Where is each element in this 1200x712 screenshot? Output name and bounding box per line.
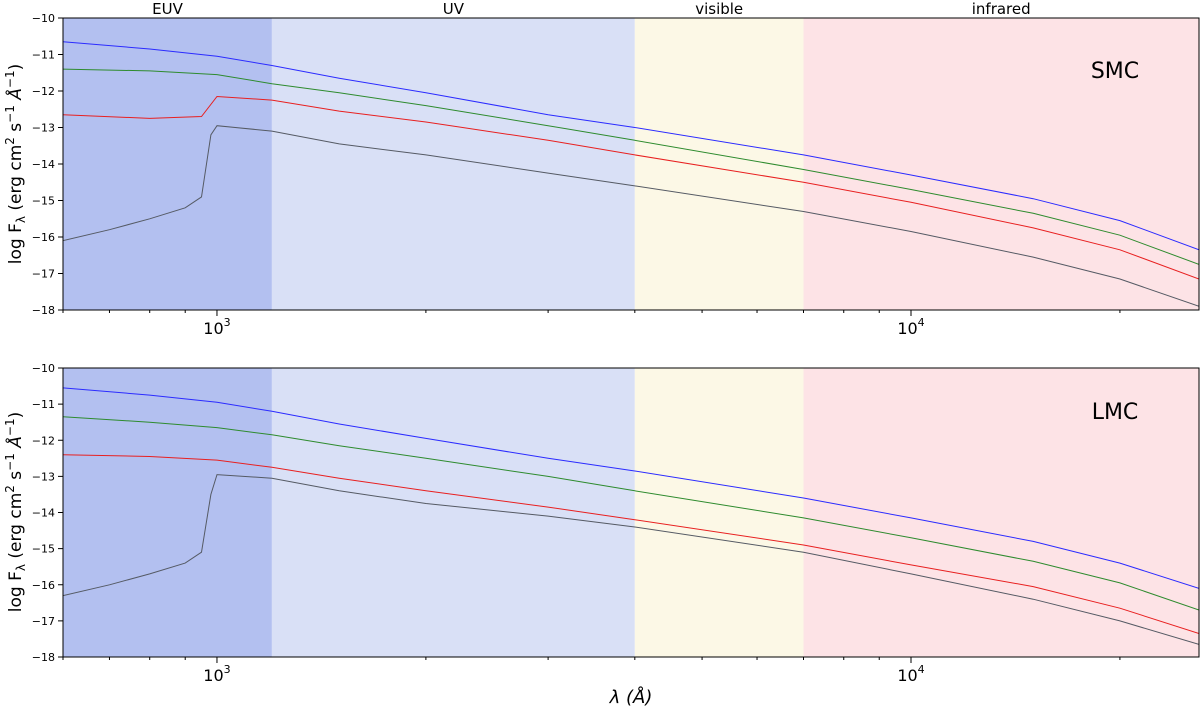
band-visible-region [634, 368, 804, 657]
lmc-panel-label: LMC [1092, 400, 1139, 425]
lmc-series-group [63, 387, 1199, 645]
lmc-series-gray [63, 474, 1199, 645]
lmc-x-tick-label: 104 [897, 663, 924, 685]
band-label-euv: EUV [152, 0, 183, 18]
lmc-x-axis: 103 104 [62, 657, 1121, 685]
lmc-x-tick-label: 103 [203, 663, 230, 685]
smc-y-tick-label: −15 [32, 195, 55, 208]
band-visible-region [634, 18, 804, 310]
smc-x-axis: 103 104 [62, 310, 1121, 338]
smc-series-blue [63, 41, 1199, 251]
smc-y-tick-label: −11 [32, 49, 55, 62]
smc-y-tick-label: −14 [32, 158, 55, 171]
band-euv-region [63, 368, 272, 657]
band-uv-region [271, 18, 635, 310]
smc-x-tick-label: 103 [203, 316, 230, 338]
smc-y-tick-label: −16 [32, 231, 55, 244]
lmc-y-axis: −18 −17 −16 −15 −14 −13 −12 −11 −10 [32, 362, 63, 664]
lmc-y-tick-label: −10 [32, 362, 55, 375]
smc-series-gray [63, 125, 1199, 307]
lmc-series-red [63, 454, 1199, 634]
smc-y-tick-label: −13 [32, 122, 55, 135]
band-infrared-region [803, 18, 1199, 310]
smc-y-axis: −18 −17 −16 −15 −14 −13 −12 −11 −10 [32, 12, 63, 317]
lmc-y-tick-label: −18 [32, 651, 55, 664]
lmc-y-tick-label: −14 [32, 507, 55, 520]
smc-panel-label: SMC [1091, 59, 1139, 84]
lmc-series-blue [63, 387, 1199, 589]
smc-bands [63, 18, 1199, 310]
x-axis-label: λ (Å) [609, 686, 653, 708]
lmc-y-tick-label: −13 [32, 470, 55, 483]
smc-y-tick-label: −17 [32, 268, 55, 281]
smc-x-tick-label: 104 [897, 316, 924, 338]
band-uv-region [271, 368, 635, 657]
smc-y-tick-label: −18 [32, 304, 55, 317]
band-euv-region [63, 18, 272, 310]
lmc-y-tick-label: −17 [32, 615, 55, 628]
smc-y-axis-label: log Fλ (erg cm2 s−1 Å−1) [3, 64, 28, 265]
lmc-y-axis-label: log Fλ (erg cm2 s−1 Å−1) [3, 412, 28, 613]
smc-band-labels: EUV UV visible infrared [152, 0, 1031, 18]
panel-lmc: −18 −17 −16 −15 −14 −13 −12 −11 −10 103 104 LMC l… [3, 362, 1200, 685]
smc-series-red [63, 95, 1199, 280]
lmc-y-tick-label: −12 [32, 434, 55, 447]
smc-y-tick-label: −10 [32, 12, 55, 25]
band-label-uv: UV [443, 0, 465, 18]
lmc-y-tick-label: −16 [32, 579, 55, 592]
panel-smc: EUV UV visible infrared −18−17−16−15−14−… [3, 0, 1200, 338]
lmc-bands [63, 368, 1199, 657]
lmc-y-tick-label: −15 [32, 543, 55, 556]
smc-series-group [63, 41, 1199, 307]
smc-y-tick-label: −12 [32, 85, 55, 98]
band-label-visible: visible [695, 0, 743, 18]
lmc-y-tick-label: −11 [32, 398, 55, 411]
lmc-series-green [63, 416, 1199, 611]
band-infrared-region [803, 368, 1199, 657]
smc-series-green [63, 68, 1199, 265]
band-label-infrared: infrared [972, 0, 1031, 18]
